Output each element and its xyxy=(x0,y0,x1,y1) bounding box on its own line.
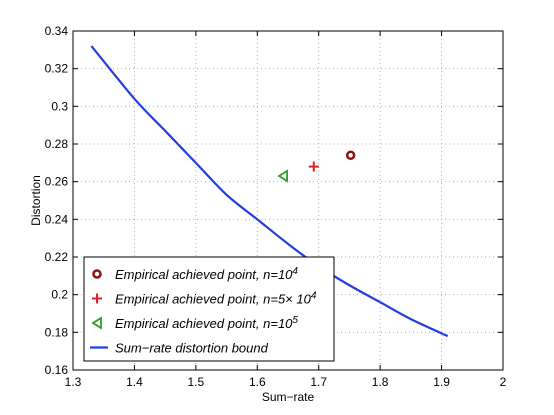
y-axis-label: Distortion xyxy=(29,175,43,226)
y-tick-label: 0.18 xyxy=(45,325,69,339)
y-tick-label: 0.22 xyxy=(45,250,69,264)
tick-labels: 1.3 1.4 1.5 1.6 1.7 1.8 1.9 2 0.16 0.18 0.2 0.22 0.2… xyxy=(45,24,507,389)
legend-entry-label: Empirical achieved point, n=105 xyxy=(115,315,298,331)
bound-curve xyxy=(90,45,449,338)
y-tick-label: 0.3 xyxy=(51,99,68,113)
y-tick-label: 0.26 xyxy=(45,175,69,189)
legend-entry-exponent: 5 xyxy=(292,315,298,326)
legend-entry-label: Sum−rate distortion bound xyxy=(115,341,269,356)
x-tick-label: 1.9 xyxy=(433,375,450,389)
legend-marker-circle xyxy=(92,269,102,279)
legend-marker-plus xyxy=(92,293,102,304)
data-point-triangle-left xyxy=(277,169,288,183)
legend: Empirical achieved point, n=104 Empirical… xyxy=(83,256,335,362)
legend-entry-exponent: 4 xyxy=(292,266,298,277)
plot-area xyxy=(90,45,449,338)
grid xyxy=(73,31,503,370)
x-tick-label: 1.4 xyxy=(126,375,143,389)
x-tick-label: 1.7 xyxy=(310,375,327,389)
legend-box xyxy=(83,256,335,362)
y-tick-label: 0.16 xyxy=(45,363,69,377)
y-tick-label: 0.2 xyxy=(51,288,68,302)
y-tick-label: 0.32 xyxy=(45,62,69,76)
legend-entry-label: Empirical achieved point, n=104 xyxy=(115,266,298,282)
x-axis-label: Sum−rate xyxy=(262,390,315,404)
axes-box xyxy=(72,30,504,371)
x-tick-label: 1.8 xyxy=(372,375,389,389)
x-tick-label: 1.5 xyxy=(188,375,205,389)
legend-entry-exponent: 4 xyxy=(311,291,317,302)
legend-entry-label: Empirical achieved point, n=5× 104 xyxy=(115,291,317,307)
legend-marker-triangle-left xyxy=(91,316,102,330)
y-tick-label: 0.24 xyxy=(45,212,69,226)
x-tick-label: 1.3 xyxy=(65,375,82,389)
y-tick-label: 0.28 xyxy=(45,137,69,151)
y-tick-label: 0.34 xyxy=(45,24,69,38)
x-tick-label: 1.6 xyxy=(249,375,266,389)
data-point-plus xyxy=(308,161,319,172)
axes xyxy=(72,30,504,371)
data-point-circle xyxy=(345,150,356,161)
x-tick-label: 2 xyxy=(500,375,507,389)
